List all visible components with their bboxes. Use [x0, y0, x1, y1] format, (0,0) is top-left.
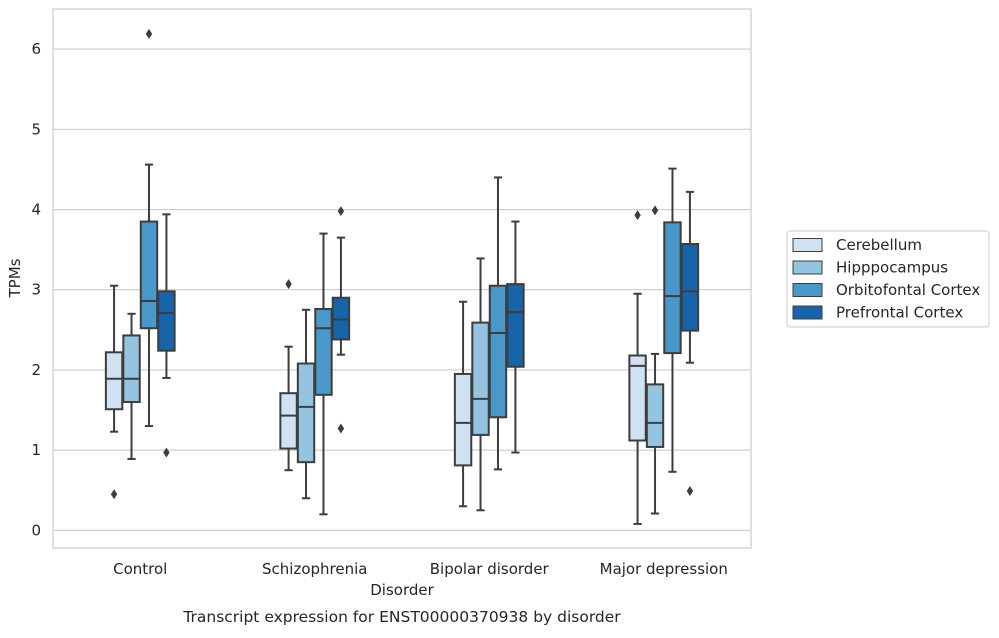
outlier-point [337, 206, 345, 217]
legend-swatch [792, 305, 823, 320]
plot-area [52, 8, 752, 549]
chart-caption: Transcript expression for ENST0000037093… [182, 608, 621, 626]
box-orbitofontal-cortex [139, 28, 159, 428]
y-tick-labels: 0 1 2 3 4 5 6 [31, 40, 41, 539]
box-body [104, 351, 124, 411]
y-tick-label: 0 [31, 521, 41, 539]
box-body [645, 383, 665, 448]
y-tick-label: 6 [31, 40, 41, 58]
outlier-point [285, 279, 292, 290]
box-cerebellum [104, 284, 124, 500]
box-body [663, 221, 682, 355]
legend-label: Cerebellum [836, 236, 922, 254]
box-body [628, 354, 647, 442]
box-orbitofontal-cortex [314, 232, 333, 516]
box-orbitofontal-cortex [488, 176, 508, 471]
box-body [157, 290, 176, 352]
y-gridlines [53, 48, 751, 531]
y-tick-label: 3 [31, 281, 41, 299]
box-prefrontal-cortex [157, 213, 176, 458]
outlier-point [110, 489, 118, 500]
box-prefrontal-cortex [506, 220, 525, 454]
box-body [314, 307, 333, 396]
y-axis-label: TPMs [6, 258, 24, 298]
legend-label: Hipppocampus [836, 259, 948, 277]
box-body [139, 220, 159, 330]
outlier-point [163, 447, 170, 458]
y-tick-label: 5 [31, 120, 41, 138]
legend: Cerebellum Hipppocampus Orbitofontal Corte… [786, 230, 990, 328]
legend-swatch [792, 283, 823, 297]
x-tick-label: Major depression [600, 560, 728, 578]
legend-swatch [792, 260, 823, 275]
outlier-point [651, 205, 659, 216]
box-cerebellum [453, 300, 473, 508]
box-hipppocampus [645, 205, 665, 515]
outlier-point [634, 210, 641, 221]
y-tick-label: 4 [31, 201, 41, 219]
box-cerebellum [279, 279, 298, 472]
y-tick-label: 1 [31, 441, 41, 459]
box-cerebellum [628, 210, 647, 525]
box-hipppocampus [296, 308, 316, 500]
box-prefrontal-cortex [680, 190, 700, 497]
x-axis-label: Disorder [370, 581, 434, 599]
boxes [104, 28, 700, 525]
box-prefrontal-cortex [331, 206, 351, 434]
box-body [279, 392, 298, 450]
x-tick-label: Control [113, 560, 167, 578]
box-body [506, 283, 525, 368]
box-orbitofontal-cortex [663, 167, 682, 473]
outlier-point [145, 28, 153, 39]
box-hipppocampus [471, 257, 490, 512]
box-body [471, 321, 490, 436]
box-body [122, 334, 141, 404]
x-tick-label: Bipolar disorder [430, 560, 550, 578]
box-hipppocampus [122, 312, 141, 460]
box-body [488, 284, 508, 419]
box-body [453, 372, 473, 467]
legend-label: Prefrontal Cortex [836, 304, 963, 322]
x-tick-label: Schizophrenia [262, 560, 367, 578]
box-body [296, 362, 316, 464]
legend-frame [786, 230, 990, 328]
outlier-point [686, 486, 694, 497]
box-body [680, 243, 700, 332]
y-tick-label: 2 [31, 361, 41, 379]
legend-label: Orbitofontal Cortex [836, 281, 980, 299]
outlier-point [337, 423, 345, 434]
x-tick-labels: Control Schizophrenia Bipolar disorder Majo… [113, 560, 728, 578]
legend-swatch [792, 238, 823, 252]
